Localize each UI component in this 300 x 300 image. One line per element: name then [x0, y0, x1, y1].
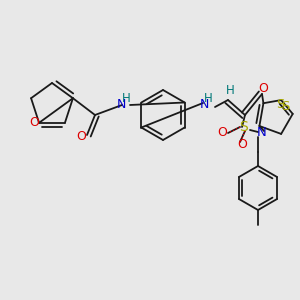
Text: N: N [116, 98, 126, 110]
Text: S: S [276, 98, 284, 110]
Text: O: O [217, 127, 227, 140]
Text: O: O [237, 139, 247, 152]
Text: N: N [199, 98, 209, 110]
Text: S: S [281, 100, 289, 113]
Text: H: H [204, 92, 212, 104]
Text: O: O [29, 116, 39, 129]
Text: S: S [238, 120, 247, 134]
Text: H: H [226, 85, 234, 98]
Text: O: O [258, 82, 268, 94]
Text: O: O [76, 130, 86, 143]
Text: H: H [122, 92, 130, 106]
Text: N: N [257, 125, 267, 139]
